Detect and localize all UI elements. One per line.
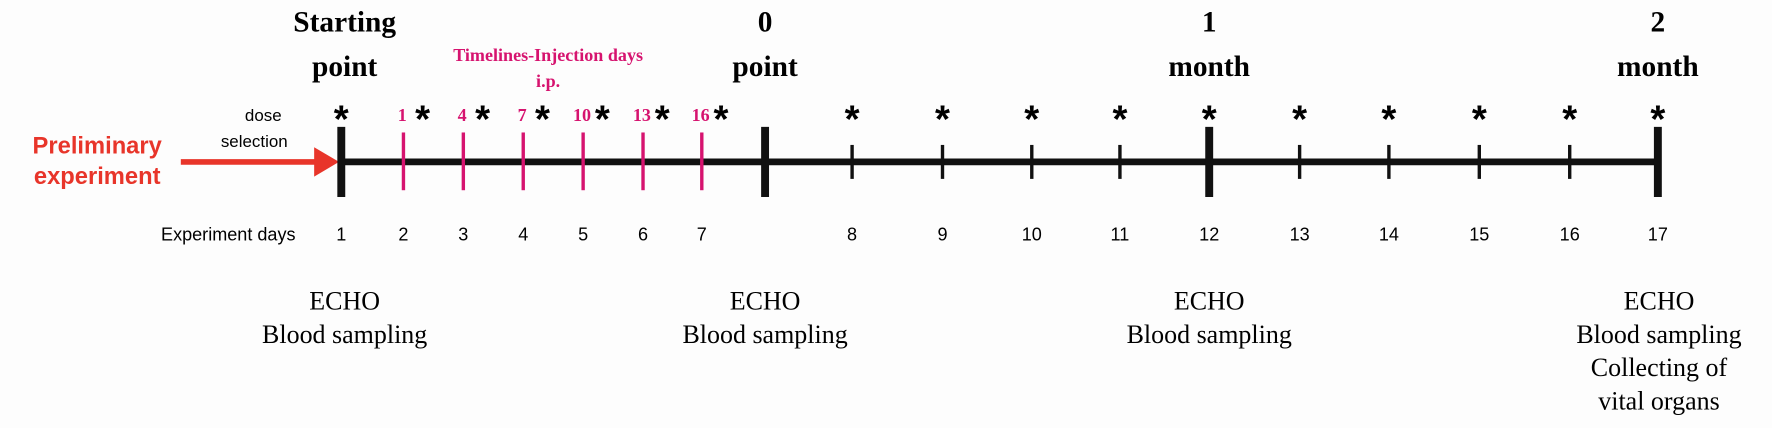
star: * bbox=[935, 98, 950, 141]
milestone-title: 1 bbox=[1202, 7, 1217, 39]
milestone-subtitle: month bbox=[1168, 51, 1250, 83]
note-line: vital organs bbox=[1598, 387, 1719, 416]
injection-day: 1 bbox=[398, 105, 407, 125]
star: * bbox=[714, 98, 729, 141]
days-label: Experiment days bbox=[161, 224, 296, 244]
note-line: ECHO bbox=[309, 286, 380, 315]
note-line: Blood sampling bbox=[682, 320, 847, 349]
injection-day: 10 bbox=[573, 105, 591, 125]
milestone-subtitle: month bbox=[1617, 51, 1699, 83]
star: * bbox=[1024, 98, 1039, 141]
star: * bbox=[1381, 98, 1396, 141]
star: * bbox=[1562, 98, 1577, 141]
day-label: 2 bbox=[398, 224, 408, 244]
star: * bbox=[1472, 98, 1487, 141]
injection-day: 13 bbox=[633, 105, 651, 125]
preliminary-label: experiment bbox=[34, 163, 161, 190]
day-label: 8 bbox=[847, 224, 857, 244]
star: * bbox=[535, 98, 550, 141]
star: * bbox=[1650, 98, 1665, 141]
day-label: 1 bbox=[336, 224, 346, 244]
note-line: Blood sampling bbox=[262, 320, 427, 349]
day-label: 5 bbox=[578, 224, 588, 244]
star: * bbox=[1112, 98, 1127, 141]
injection-title: Timelines-Injection days bbox=[453, 45, 643, 65]
day-label: 10 bbox=[1022, 224, 1042, 244]
note-line: Blood sampling bbox=[1576, 320, 1741, 349]
day-label: 9 bbox=[937, 224, 947, 244]
day-label: 14 bbox=[1379, 224, 1399, 244]
star: * bbox=[1292, 98, 1307, 141]
star: * bbox=[655, 98, 670, 141]
day-label: 13 bbox=[1290, 224, 1310, 244]
day-label: 3 bbox=[458, 224, 468, 244]
star: * bbox=[475, 98, 490, 141]
preliminary-label: Preliminary bbox=[33, 132, 163, 159]
day-label: 7 bbox=[697, 224, 707, 244]
star: * bbox=[1202, 98, 1217, 141]
note-line: ECHO bbox=[1174, 286, 1245, 315]
day-label: 16 bbox=[1560, 224, 1580, 244]
star: * bbox=[595, 98, 610, 141]
star: * bbox=[334, 98, 349, 141]
injection-day: 4 bbox=[458, 105, 467, 125]
milestone-subtitle: point bbox=[732, 51, 798, 83]
injection-day: 16 bbox=[692, 105, 710, 125]
milestone-title: 2 bbox=[1651, 7, 1666, 39]
note-line: Collecting of bbox=[1591, 353, 1728, 382]
day-label: 12 bbox=[1199, 224, 1219, 244]
day-label: 15 bbox=[1469, 224, 1489, 244]
star: * bbox=[845, 98, 860, 141]
star: * bbox=[415, 98, 430, 141]
note-line: ECHO bbox=[1624, 286, 1695, 315]
arrow-head bbox=[314, 147, 340, 177]
day-label: 4 bbox=[518, 224, 528, 244]
dose-label: dose bbox=[245, 106, 282, 125]
injection-day: 7 bbox=[518, 105, 527, 125]
day-label: 11 bbox=[1111, 224, 1130, 244]
milestone-subtitle: point bbox=[312, 51, 378, 83]
day-label: 17 bbox=[1648, 224, 1668, 244]
note-line: Blood sampling bbox=[1127, 320, 1292, 349]
milestone-title: Starting bbox=[293, 7, 396, 39]
note-line: ECHO bbox=[730, 286, 801, 315]
day-label: 6 bbox=[638, 224, 648, 244]
injection-subtitle: i.p. bbox=[536, 71, 560, 91]
milestone-title: 0 bbox=[758, 7, 773, 39]
dose-label: selection bbox=[221, 132, 288, 151]
